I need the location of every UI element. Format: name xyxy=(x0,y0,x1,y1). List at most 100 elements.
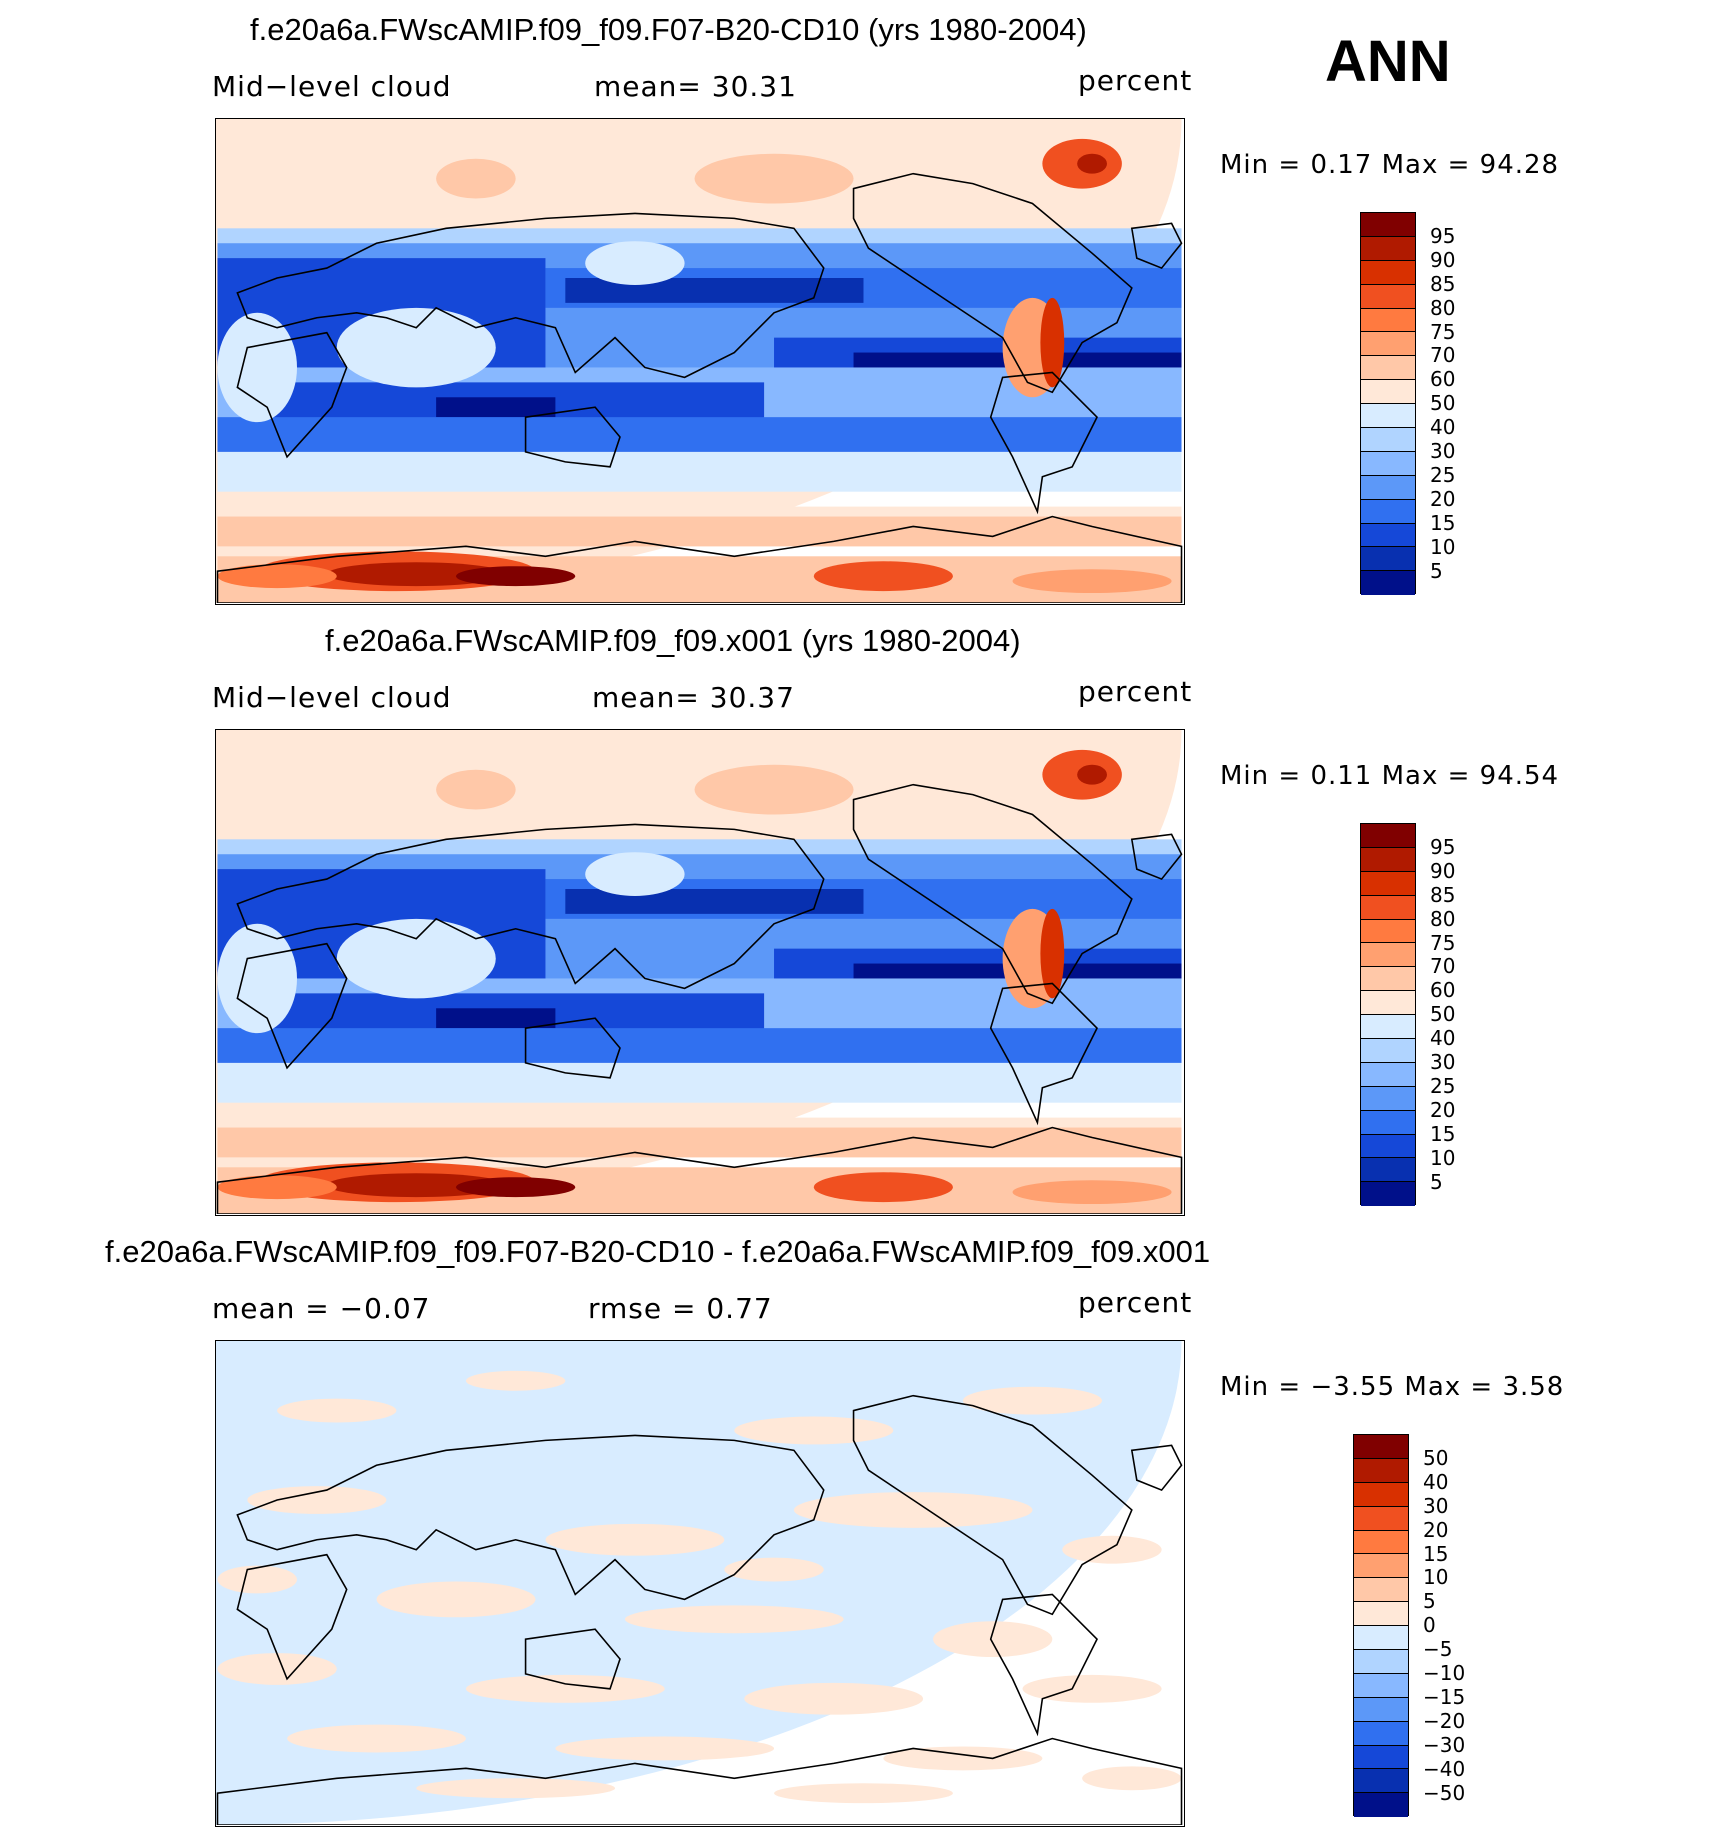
colorbar-segment xyxy=(1354,1554,1408,1579)
colorbar-tick-label: 85 xyxy=(1430,882,1456,907)
colorbar-tick-label: 95 xyxy=(1430,223,1456,248)
panel-1-mean: mean= 30.31 xyxy=(594,70,797,103)
panel-3-mean: mean = −0.07 xyxy=(212,1292,431,1325)
colorbar-tick-label: 5 xyxy=(1430,1169,1443,1194)
colorbar-tick-label: −50 xyxy=(1423,1780,1466,1805)
panel-3-map xyxy=(215,1340,1185,1827)
colorbar-tick-label: 20 xyxy=(1430,1097,1456,1122)
colorbar-tick-label: 40 xyxy=(1430,1026,1456,1051)
colorbar-segment xyxy=(1354,1530,1408,1555)
colorbar-tick-label: 50 xyxy=(1430,1002,1456,1027)
colorbar-tick-label: 40 xyxy=(1430,415,1456,440)
colorbar-segment xyxy=(1354,1673,1408,1698)
colorbar-tick-label: −10 xyxy=(1423,1661,1466,1685)
colorbar-tick-label: 0 xyxy=(1423,1613,1436,1638)
colorbar-segment xyxy=(1361,1062,1415,1087)
colorbar-segment xyxy=(1361,284,1415,309)
panel-3-rmse: rmse = 0.77 xyxy=(588,1292,773,1325)
colorbar-tick-label: 50 xyxy=(1423,1445,1449,1470)
colorbar-segment xyxy=(1354,1650,1408,1674)
colorbar-segment xyxy=(1354,1602,1408,1627)
colorbar-segment xyxy=(1361,1158,1415,1183)
colorbar-tick-label: 80 xyxy=(1430,295,1456,320)
colorbar-tick-label: −30 xyxy=(1423,1732,1466,1757)
colorbar-segment xyxy=(1354,1697,1408,1722)
panel-2-unit: percent xyxy=(1078,675,1193,708)
colorbar-segment xyxy=(1361,380,1415,405)
panel-1-map xyxy=(215,118,1185,605)
colorbar-segment xyxy=(1361,895,1415,920)
colorbar-segment xyxy=(1361,428,1415,452)
panel-3-minmax: Min = −3.55 Max = 3.58 xyxy=(1220,1372,1565,1402)
colorbar-tick-label: 30 xyxy=(1430,439,1456,463)
colorbar-tick-label: −20 xyxy=(1423,1708,1466,1733)
colorbar-tick-label: 30 xyxy=(1430,1050,1456,1074)
panel-2-title: f.e20a6a.FWscAMIP.f09_f09.x001 (yrs 1980… xyxy=(325,623,1021,658)
colorbar-tick-label: 15 xyxy=(1430,1121,1456,1146)
colorbar-segment xyxy=(1361,847,1415,872)
season-label: ANN xyxy=(1325,29,1451,94)
colorbar-tick-label: 30 xyxy=(1423,1493,1449,1518)
colorbar-tick-label: 25 xyxy=(1430,1073,1456,1098)
colorbar-segment xyxy=(1361,919,1415,944)
colorbar-segment xyxy=(1361,571,1415,596)
colorbar-tick-label: 10 xyxy=(1430,1145,1456,1170)
panel-1-variable: Mid−level cloud xyxy=(212,70,452,103)
panel-1-minmax: Min = 0.17 Max = 94.28 xyxy=(1220,150,1560,180)
colorbar-segment xyxy=(1361,1182,1415,1207)
colorbar-segment xyxy=(1354,1506,1408,1531)
panel-2-variable: Mid−level cloud xyxy=(212,681,452,714)
panel-2-minmax: Min = 0.11 Max = 94.54 xyxy=(1220,761,1560,791)
panel-1-unit: percent xyxy=(1078,64,1193,97)
colorbar-tick-label: 40 xyxy=(1423,1469,1449,1494)
colorbar-tick-label: 20 xyxy=(1430,486,1456,511)
colorbar-tick-label: 20 xyxy=(1423,1517,1449,1542)
panel-2-mean: mean= 30.37 xyxy=(592,681,795,714)
colorbar-tick-label: 70 xyxy=(1430,954,1456,979)
colorbar-segment xyxy=(1361,404,1415,429)
colorbar-segment xyxy=(1354,1745,1408,1770)
panel-2-colorbar xyxy=(1360,823,1416,1207)
colorbar-segment xyxy=(1361,1110,1415,1135)
colorbar-tick-label: 80 xyxy=(1430,906,1456,931)
colorbar-tick-label: 5 xyxy=(1430,558,1443,583)
colorbar-segment xyxy=(1354,1578,1408,1603)
colorbar-tick-label: 70 xyxy=(1430,343,1456,368)
colorbar-segment xyxy=(1361,475,1415,500)
colorbar-tick-label: 10 xyxy=(1423,1565,1449,1590)
colorbar-segment xyxy=(1361,213,1415,237)
colorbar-segment xyxy=(1354,1769,1408,1794)
panel-2-map xyxy=(215,729,1185,1216)
colorbar-segment xyxy=(1361,260,1415,285)
colorbar-tick-label: 10 xyxy=(1430,534,1456,559)
colorbar-tick-label: 15 xyxy=(1430,510,1456,535)
colorbar-segment xyxy=(1354,1482,1408,1507)
colorbar-segment xyxy=(1361,547,1415,572)
panel-3-colorbar xyxy=(1353,1434,1409,1818)
colorbar-tick-label: 95 xyxy=(1430,834,1456,859)
colorbar-tick-label: 90 xyxy=(1430,858,1456,883)
panel-3-title: f.e20a6a.FWscAMIP.f09_f09.F07-B20-CD10 -… xyxy=(105,1234,1211,1269)
colorbar-tick-label: 5 xyxy=(1423,1589,1436,1614)
colorbar-segment xyxy=(1361,523,1415,548)
colorbar-segment xyxy=(1361,1015,1415,1040)
colorbar-segment xyxy=(1354,1793,1408,1818)
panel-3-unit: percent xyxy=(1078,1286,1193,1319)
colorbar-tick-label: 60 xyxy=(1430,978,1456,1003)
colorbar-segment xyxy=(1354,1435,1408,1459)
colorbar-segment xyxy=(1361,871,1415,896)
colorbar-segment xyxy=(1361,1039,1415,1063)
colorbar-segment xyxy=(1361,967,1415,992)
colorbar-tick-label: 75 xyxy=(1430,319,1456,344)
colorbar-segment xyxy=(1354,1721,1408,1746)
colorbar-tick-label: −40 xyxy=(1423,1756,1466,1781)
colorbar-tick-label: −5 xyxy=(1423,1637,1453,1662)
colorbar-segment xyxy=(1361,1086,1415,1111)
colorbar-segment xyxy=(1361,236,1415,261)
colorbar-segment xyxy=(1361,308,1415,333)
colorbar-segment xyxy=(1361,356,1415,381)
colorbar-segment xyxy=(1354,1458,1408,1483)
panel-1-colorbar xyxy=(1360,212,1416,596)
colorbar-tick-label: 85 xyxy=(1430,271,1456,296)
colorbar-tick-label: 90 xyxy=(1430,247,1456,272)
